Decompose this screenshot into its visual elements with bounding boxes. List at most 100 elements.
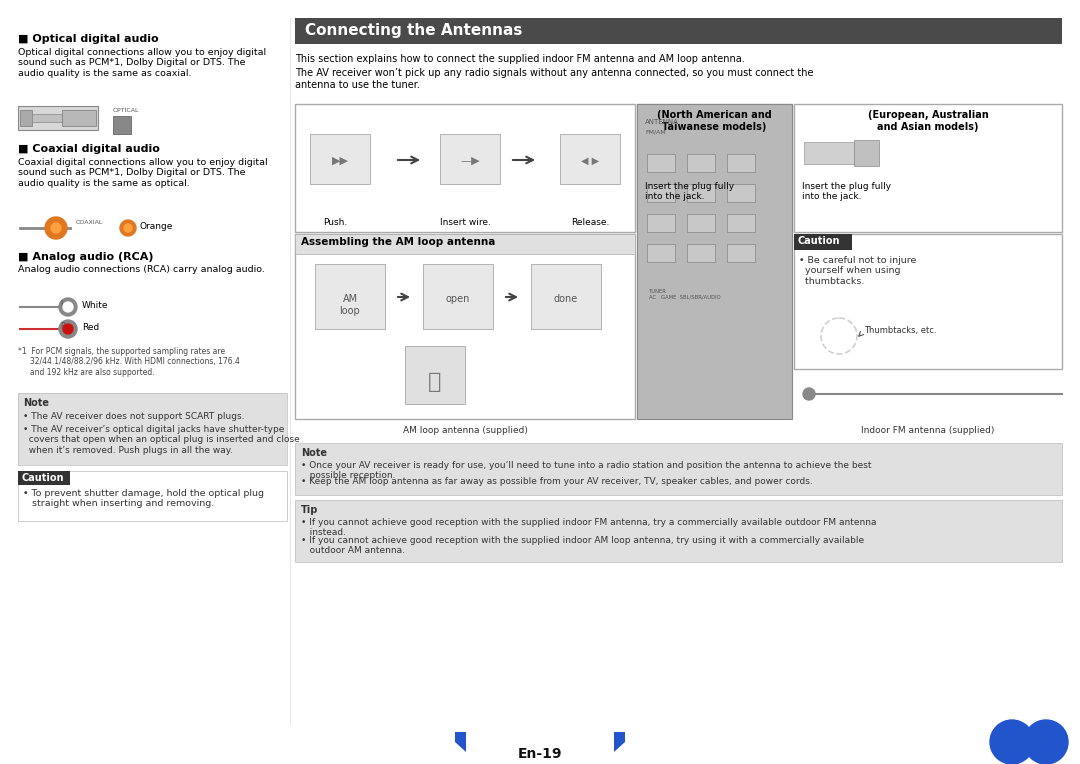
Circle shape: [59, 298, 77, 316]
Text: open: open: [446, 294, 470, 304]
Bar: [637, 104, 792, 419]
Bar: [440, 134, 500, 184]
Bar: [687, 214, 715, 232]
Text: ■ Coaxial digital audio: ■ Coaxial digital audio: [18, 144, 160, 154]
Bar: [315, 264, 384, 329]
Bar: [18, 393, 287, 465]
Bar: [677, 142, 737, 166]
Circle shape: [124, 224, 132, 232]
Bar: [647, 144, 677, 164]
Bar: [647, 154, 675, 172]
Bar: [310, 134, 370, 184]
Circle shape: [1024, 720, 1068, 764]
Text: • The AV receiver does not support SCART plugs.: • The AV receiver does not support SCART…: [23, 412, 244, 421]
Bar: [295, 104, 635, 232]
Circle shape: [804, 388, 815, 400]
Text: ■ Analog audio (RCA): ■ Analog audio (RCA): [18, 252, 153, 262]
Bar: [295, 443, 1062, 495]
Bar: [18, 471, 70, 485]
Text: Thumbtacks, etc.: Thumbtacks, etc.: [864, 326, 936, 335]
Text: This section explains how to connect the supplied indoor FM antenna and AM loop : This section explains how to connect the…: [295, 54, 745, 64]
Bar: [854, 140, 879, 166]
Text: ⌂: ⌂: [1041, 738, 1051, 756]
Bar: [687, 154, 715, 172]
Text: • To prevent shutter damage, hold the optical plug
   straight when inserting an: • To prevent shutter damage, hold the op…: [23, 489, 264, 508]
Text: (North American and
Taiwanese models): (North American and Taiwanese models): [657, 110, 771, 131]
Text: Optical digital connections allow you to enjoy digital
sound such as PCM*1, Dolb: Optical digital connections allow you to…: [18, 48, 266, 78]
Text: Red: Red: [82, 323, 99, 332]
Text: Push.: Push.: [323, 218, 347, 227]
Bar: [295, 234, 635, 254]
Text: (European, Australian
and Asian models): (European, Australian and Asian models): [867, 110, 988, 131]
Circle shape: [990, 720, 1034, 764]
Bar: [561, 134, 620, 184]
Text: *1  For PCM signals, the supported sampling rates are
     32/44.1/48/88.2/96 kH: *1 For PCM signals, the supported sampli…: [18, 347, 240, 377]
Text: AM
loop: AM loop: [339, 294, 361, 316]
Circle shape: [63, 324, 73, 334]
Bar: [794, 234, 1062, 369]
Text: Insert wire.: Insert wire.: [440, 218, 490, 227]
Text: ■ Optical digital audio: ■ Optical digital audio: [18, 34, 159, 44]
Bar: [637, 104, 792, 232]
Bar: [32, 114, 62, 122]
Text: Connections: Connections: [998, 18, 1062, 28]
Text: OPTICAL: OPTICAL: [113, 108, 139, 113]
Text: Note: Note: [23, 398, 49, 408]
Text: Insert the plug fully
into the jack.: Insert the plug fully into the jack.: [802, 182, 891, 202]
Text: • If you cannot achieve good reception with the supplied indoor AM loop antenna,: • If you cannot achieve good reception w…: [301, 536, 864, 555]
Text: Connecting the Antennas: Connecting the Antennas: [305, 23, 523, 38]
Text: Indoor FM antenna (supplied): Indoor FM antenna (supplied): [862, 426, 995, 435]
Bar: [647, 214, 675, 232]
Bar: [18, 471, 287, 521]
Circle shape: [120, 220, 136, 236]
Text: ◀ ▶: ◀ ▶: [581, 156, 599, 166]
Bar: [794, 234, 852, 250]
Bar: [727, 244, 755, 262]
Text: 🔘: 🔘: [429, 372, 442, 392]
Text: • Once your AV receiver is ready for use, you’ll need to tune into a radio stati: • Once your AV receiver is ready for use…: [301, 461, 872, 481]
Bar: [647, 244, 675, 262]
Circle shape: [51, 223, 60, 233]
Bar: [804, 142, 854, 164]
Text: L: L: [60, 300, 64, 309]
Text: • If you cannot achieve good reception with the supplied indoor FM antenna, try : • If you cannot achieve good reception w…: [301, 518, 877, 537]
Text: ▶▶: ▶▶: [332, 156, 349, 166]
Text: • Be careful not to injure
  yourself when using
  thumbtacks.: • Be careful not to injure yourself when…: [799, 256, 916, 286]
Text: En-19: En-19: [517, 747, 563, 761]
Bar: [727, 154, 755, 172]
Text: • Keep the AM loop antenna as far away as possible from your AV receiver, TV, sp: • Keep the AM loop antenna as far away a…: [301, 477, 813, 486]
Bar: [647, 184, 675, 202]
Text: Analog audio connections (RCA) carry analog audio.: Analog audio connections (RCA) carry ana…: [18, 265, 265, 274]
Text: The AV receiver won’t pick up any radio signals without any antenna connected, s: The AV receiver won’t pick up any radio …: [295, 68, 813, 89]
Bar: [295, 500, 1062, 562]
Circle shape: [59, 320, 77, 338]
Text: Note: Note: [301, 448, 327, 458]
Bar: [531, 264, 600, 329]
Text: Caution: Caution: [797, 236, 839, 246]
Text: —▶: —▶: [460, 156, 480, 166]
Text: FM/AM: FM/AM: [645, 129, 665, 134]
Bar: [423, 264, 492, 329]
Bar: [727, 214, 755, 232]
Text: Release.: Release.: [571, 218, 609, 227]
Bar: [794, 104, 1062, 232]
Text: Insert the plug fully
into the jack.: Insert the plug fully into the jack.: [645, 182, 734, 202]
Bar: [295, 18, 1062, 44]
Bar: [295, 234, 635, 419]
Bar: [62, 110, 96, 126]
Text: R: R: [60, 322, 66, 331]
Text: Assembling the AM loop antenna: Assembling the AM loop antenna: [301, 237, 496, 247]
Polygon shape: [615, 732, 625, 752]
Bar: [687, 244, 715, 262]
Text: AM loop antenna (supplied): AM loop antenna (supplied): [403, 426, 527, 435]
Bar: [687, 184, 715, 202]
Text: TUNER
AC   GAME  SBL/SBR/AUDIO: TUNER AC GAME SBL/SBR/AUDIO: [649, 289, 720, 299]
Text: ↺: ↺: [1004, 738, 1020, 756]
Circle shape: [63, 302, 73, 312]
Bar: [113, 116, 131, 134]
Bar: [18, 393, 287, 465]
Text: White: White: [82, 301, 108, 310]
Text: Tip: Tip: [301, 505, 319, 515]
Bar: [727, 184, 755, 202]
Text: Orange: Orange: [140, 222, 174, 231]
